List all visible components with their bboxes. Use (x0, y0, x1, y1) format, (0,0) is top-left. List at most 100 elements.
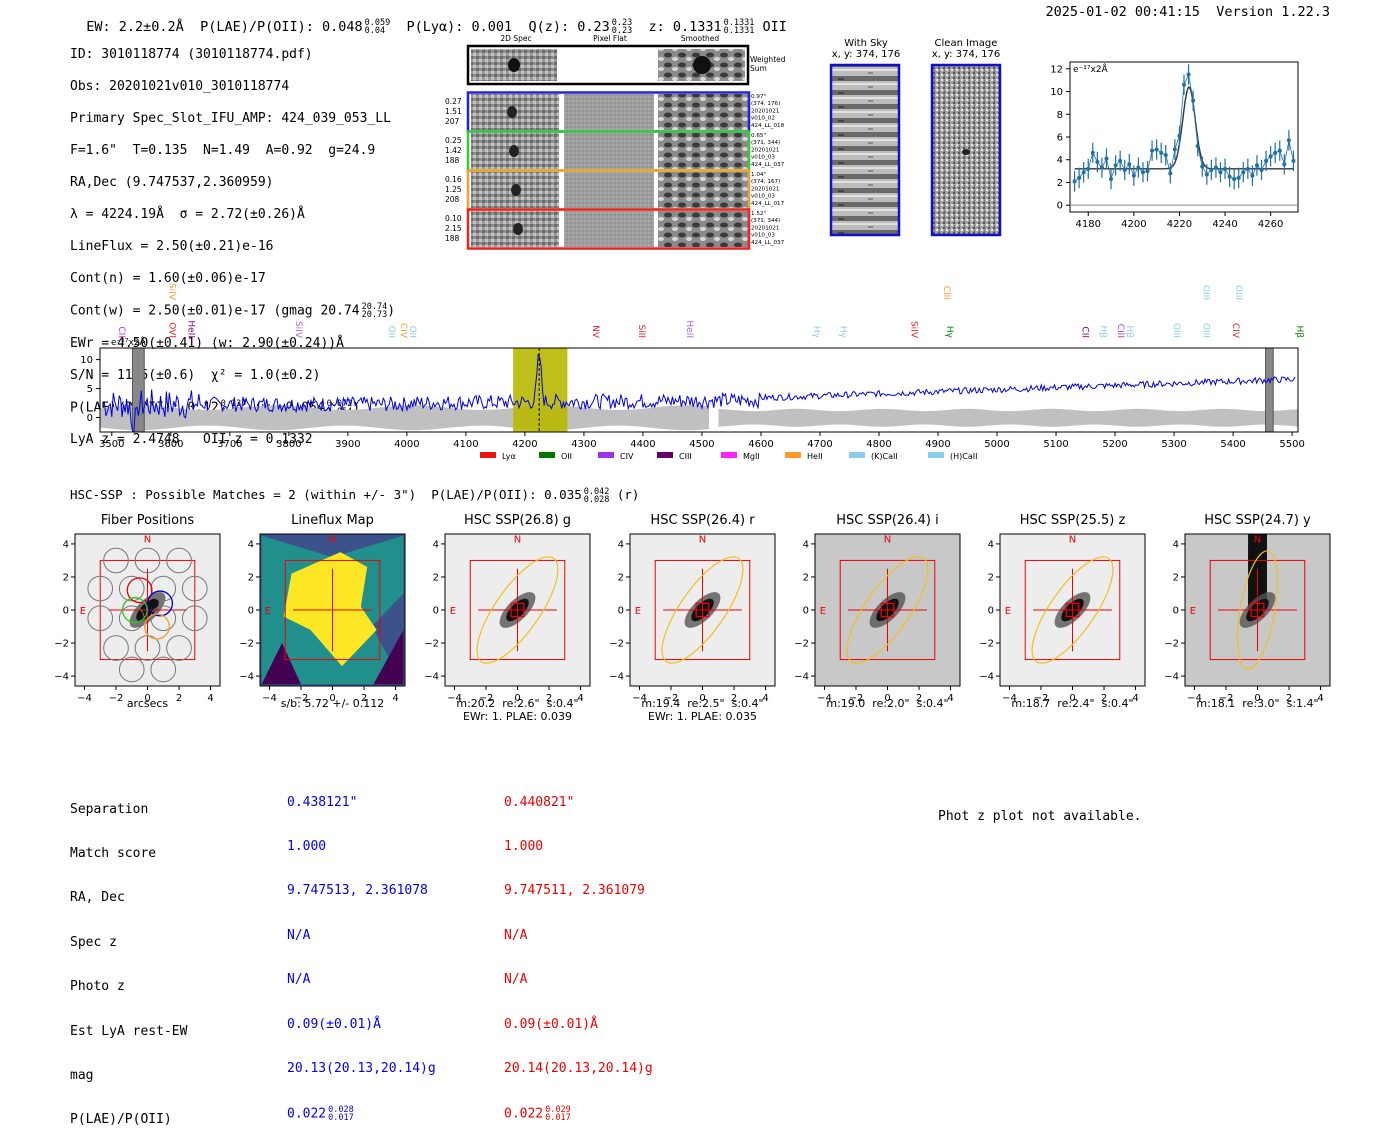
spectral-line-marker: OIII (1171, 323, 1181, 338)
fit-data-point (1218, 170, 1223, 175)
fit-data-point (1250, 173, 1255, 178)
spec-xtick-label: 4800 (866, 439, 891, 450)
panel-ytick-label: 2 (248, 572, 254, 583)
panel-ytick-label: 4 (63, 539, 69, 550)
cutout-row-num: 188 (445, 156, 460, 165)
legend-entry: OII (539, 452, 572, 461)
fit-data-point (1081, 170, 1086, 175)
fit-data-point (1268, 154, 1273, 159)
panel-ytick-label: −4 (424, 672, 439, 683)
m2-est-lya-ew: 0.09(±0.01)Å (504, 1016, 598, 1032)
sky-clean-images (829, 63, 1002, 237)
fiber-circle (118, 656, 145, 683)
cutout-pixel-flat (564, 94, 654, 130)
spec-xtick-label: 3700 (217, 439, 242, 450)
cutout-row-meta: (374, 176) (751, 101, 780, 107)
m2-plae-row: 0.022 0.029 0.017 (504, 1106, 653, 1123)
info-obs: Obs: 20201021v010_3010118774 (70, 79, 290, 94)
legend-label: (H)CaII (950, 452, 977, 461)
spec-ytick-label: 0 (87, 413, 93, 424)
noise-envelope (100, 405, 1298, 431)
spec-xtick-label: 5100 (1043, 439, 1068, 450)
fiber-circle (150, 656, 177, 683)
fit-data-point (1163, 153, 1168, 158)
cutout-line-spot (509, 145, 519, 157)
label-photo-z: Photo z (70, 979, 125, 995)
hsc-panel-title: HSC SSP(26.4) i (836, 513, 939, 528)
spectral-line-marker: OIII (1233, 285, 1243, 300)
spectral-line-marker: NV (590, 325, 600, 339)
header-plae: P(LAE)/P(OII): 0.048 (200, 19, 363, 35)
spec-xtick-label: 4500 (689, 439, 714, 450)
panel-ytick-label: −4 (609, 672, 624, 683)
envelope-gap (709, 404, 719, 432)
fit-data-point (1277, 148, 1282, 153)
spectral-line-marker: OII (407, 326, 417, 338)
fit-xtick-label: 4240 (1212, 219, 1237, 230)
fit-ytick-label: 0 (1057, 201, 1063, 212)
panel-ytick-label: −4 (239, 672, 254, 683)
match-labels: Separation Match score RA, Dec Spec z Ph… (70, 773, 187, 1143)
m1-plae: 0.022 (287, 1106, 327, 1122)
fit-data-point (1236, 175, 1241, 180)
panel-xtick-label: 2 (916, 693, 922, 704)
fit-data-point (1213, 165, 1218, 170)
hsc-panel-footer: s/b: 5.72 +/- 0.112 (280, 697, 385, 710)
legend-swatch (928, 452, 944, 458)
spec-xtick-label: 3800 (276, 439, 301, 450)
fit-ytick-label: 12 (1050, 64, 1063, 75)
matched-fiber (121, 597, 148, 623)
fit-unit-label: e⁻¹⁷x2Å (1073, 63, 1109, 75)
hsc-panel-4: N E −4 −4 −2 −2 0 0 2 2 4 4 (609, 533, 776, 704)
fiber-circle (181, 575, 208, 602)
fiber-circle (166, 635, 192, 661)
spec-ytick-label: 10 (80, 355, 93, 366)
panel-ytick-label: 0 (248, 606, 254, 617)
panel-xtick-label: −4 (447, 693, 462, 704)
legend-entry: (K)CaII (849, 452, 898, 461)
cutout-row-num: 0.16 (445, 175, 462, 184)
legend-label: HeII (807, 452, 823, 461)
cutout-row-meta: 0.65" (751, 133, 766, 139)
legend-label: MgII (743, 452, 760, 461)
fit-data-point (1150, 148, 1155, 153)
panel-xtick-label: 0 (1254, 693, 1260, 704)
fit-data-point (1195, 144, 1200, 149)
weighted-sum-label-2: Sum (750, 64, 767, 73)
cutout-line-spot (513, 223, 523, 235)
spectral-line-marker: SiIV (167, 283, 177, 301)
weighted-sum-row: Weighted Sum (466, 44, 786, 86)
cutout-line-spot (507, 106, 517, 118)
aperture-box (284, 559, 381, 661)
legend-swatch (539, 452, 555, 458)
header-plae-lo: 0.04 (364, 26, 386, 36)
label-separation: Separation (70, 801, 149, 817)
fiber-circle (150, 575, 177, 602)
cutout-row-num: 0.27 (445, 97, 462, 106)
header-plae-hi: 0.059 (364, 18, 391, 28)
cutout-pixel-flat (564, 172, 654, 208)
fiber-circle (181, 605, 208, 632)
fit-data-point (1182, 82, 1186, 87)
label-radec: RA, Dec (70, 890, 125, 906)
fiber-circle (134, 635, 161, 661)
fit-data-point (1136, 165, 1141, 170)
fit-data-point (1200, 164, 1205, 169)
aperture-box (839, 559, 936, 661)
galaxy-ellipse (661, 556, 744, 664)
header-qz-hi: 0.23 (611, 18, 633, 28)
panel-xtick-label: 0 (144, 693, 150, 704)
cutout-smoothed (658, 94, 748, 130)
fit-data-point (1227, 174, 1232, 179)
clean-image-source (962, 149, 970, 155)
cutout-row-meta: 20201021 (751, 186, 780, 192)
panel-xtick-label: 2 (1286, 693, 1292, 704)
m2-radec: 9.747511, 2.361079 (504, 883, 645, 899)
spec-xtick-label: 5300 (1161, 439, 1186, 450)
panel-ytick-label: 4 (433, 539, 439, 550)
info-id: ID: 3010118774 (3010118774.pdf) (70, 47, 313, 62)
panel-xtick-label: 0 (329, 693, 335, 704)
